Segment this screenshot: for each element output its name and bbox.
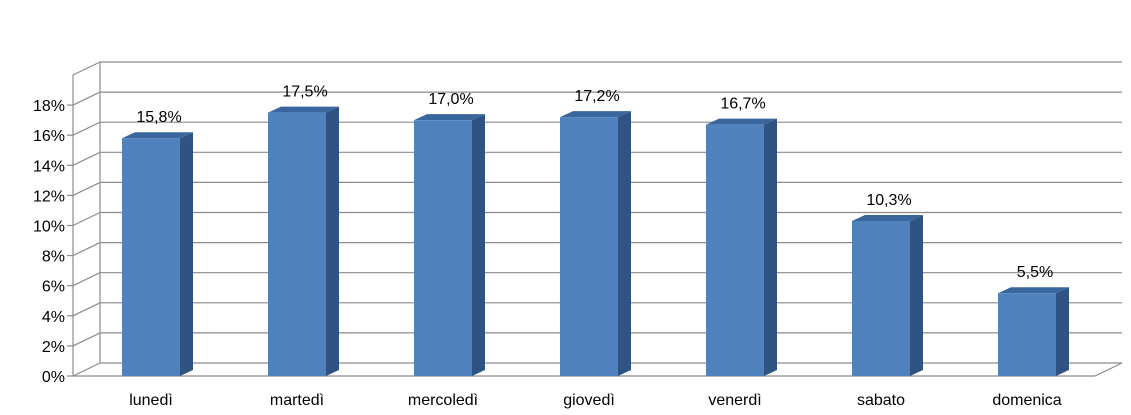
data-label: 17,5% [282,84,327,101]
bar-top-face [852,214,923,221]
data-label: 17,2% [574,88,619,105]
bar-top-face [998,287,1069,294]
bar-side-face [618,111,631,376]
y-tick-label: 14% [33,158,65,175]
data-labels: 15,8% 17,5% 17,0% 17,2% 16,7% 10,3% 5,5% [136,84,1053,282]
y-tick-label: 10% [33,219,65,236]
gridline-side [72,302,101,317]
y-tick-label: 12% [33,188,65,205]
gridline-side [72,332,101,347]
y-tick-label: 0% [42,369,65,386]
bar [706,118,777,376]
y-tick-label: 6% [42,279,65,296]
bar [560,111,631,376]
data-label: 15,8% [136,109,181,126]
bar [268,106,339,376]
bar-front-face [706,124,764,376]
bar-side-face [472,114,485,377]
y-axis-tick-labels: 0% 2% 4% 6% 8% 10% 12% 14% 16% 18% [33,98,73,386]
bar-front-face [268,112,326,376]
category-label: venerdì [708,392,761,409]
gridline-side [72,181,101,196]
category-label: martedì [270,392,324,409]
gridline-side [72,61,101,76]
category-label: sabato [857,392,905,409]
bar-top-face [560,111,631,118]
bar [852,214,923,376]
category-label: lunedì [129,392,173,409]
bar-side-face [764,118,777,376]
gridline-side [72,272,101,287]
data-label: 5,5% [1017,264,1053,281]
bar-top-face [706,118,777,125]
gridline-side [72,121,101,136]
bar-side-face [180,132,193,376]
data-label: 17,0% [428,91,473,108]
bar-side-face [910,214,923,376]
data-label: 16,7% [720,96,765,113]
gridline-side [72,362,101,377]
gridline-side [72,242,101,257]
bar-side-face [1056,287,1069,376]
bar-front-face [560,117,618,376]
bar-front-face [998,293,1056,376]
bar [414,114,485,377]
y-tick-label: 2% [42,339,65,356]
bar [122,132,193,376]
x-axis-category-labels: lunedì martedì mercoledì giovedì venerdì saba… [129,392,1062,409]
bar [998,287,1069,376]
y-tick-label: 4% [42,309,65,326]
bars [122,106,1069,377]
bar-front-face [852,220,910,376]
category-label: mercoledì [408,392,478,409]
y-tick-label: 18% [33,98,65,115]
bar-front-face [122,138,180,376]
bar-top-face [122,132,193,139]
bar-top-face [414,114,485,121]
gridline-side [72,151,101,166]
bar-top-face [268,106,339,113]
gridline-side [72,91,101,106]
data-label: 10,3% [866,192,911,209]
bar-side-face [326,106,339,376]
y-tick-label: 16% [33,128,65,145]
category-label: giovedì [563,392,615,409]
y-tick-label: 8% [42,249,65,266]
bar-front-face [414,120,472,377]
floor-right-edge [1094,362,1123,377]
category-label: domenica [992,392,1061,409]
gridline-side [72,211,101,227]
